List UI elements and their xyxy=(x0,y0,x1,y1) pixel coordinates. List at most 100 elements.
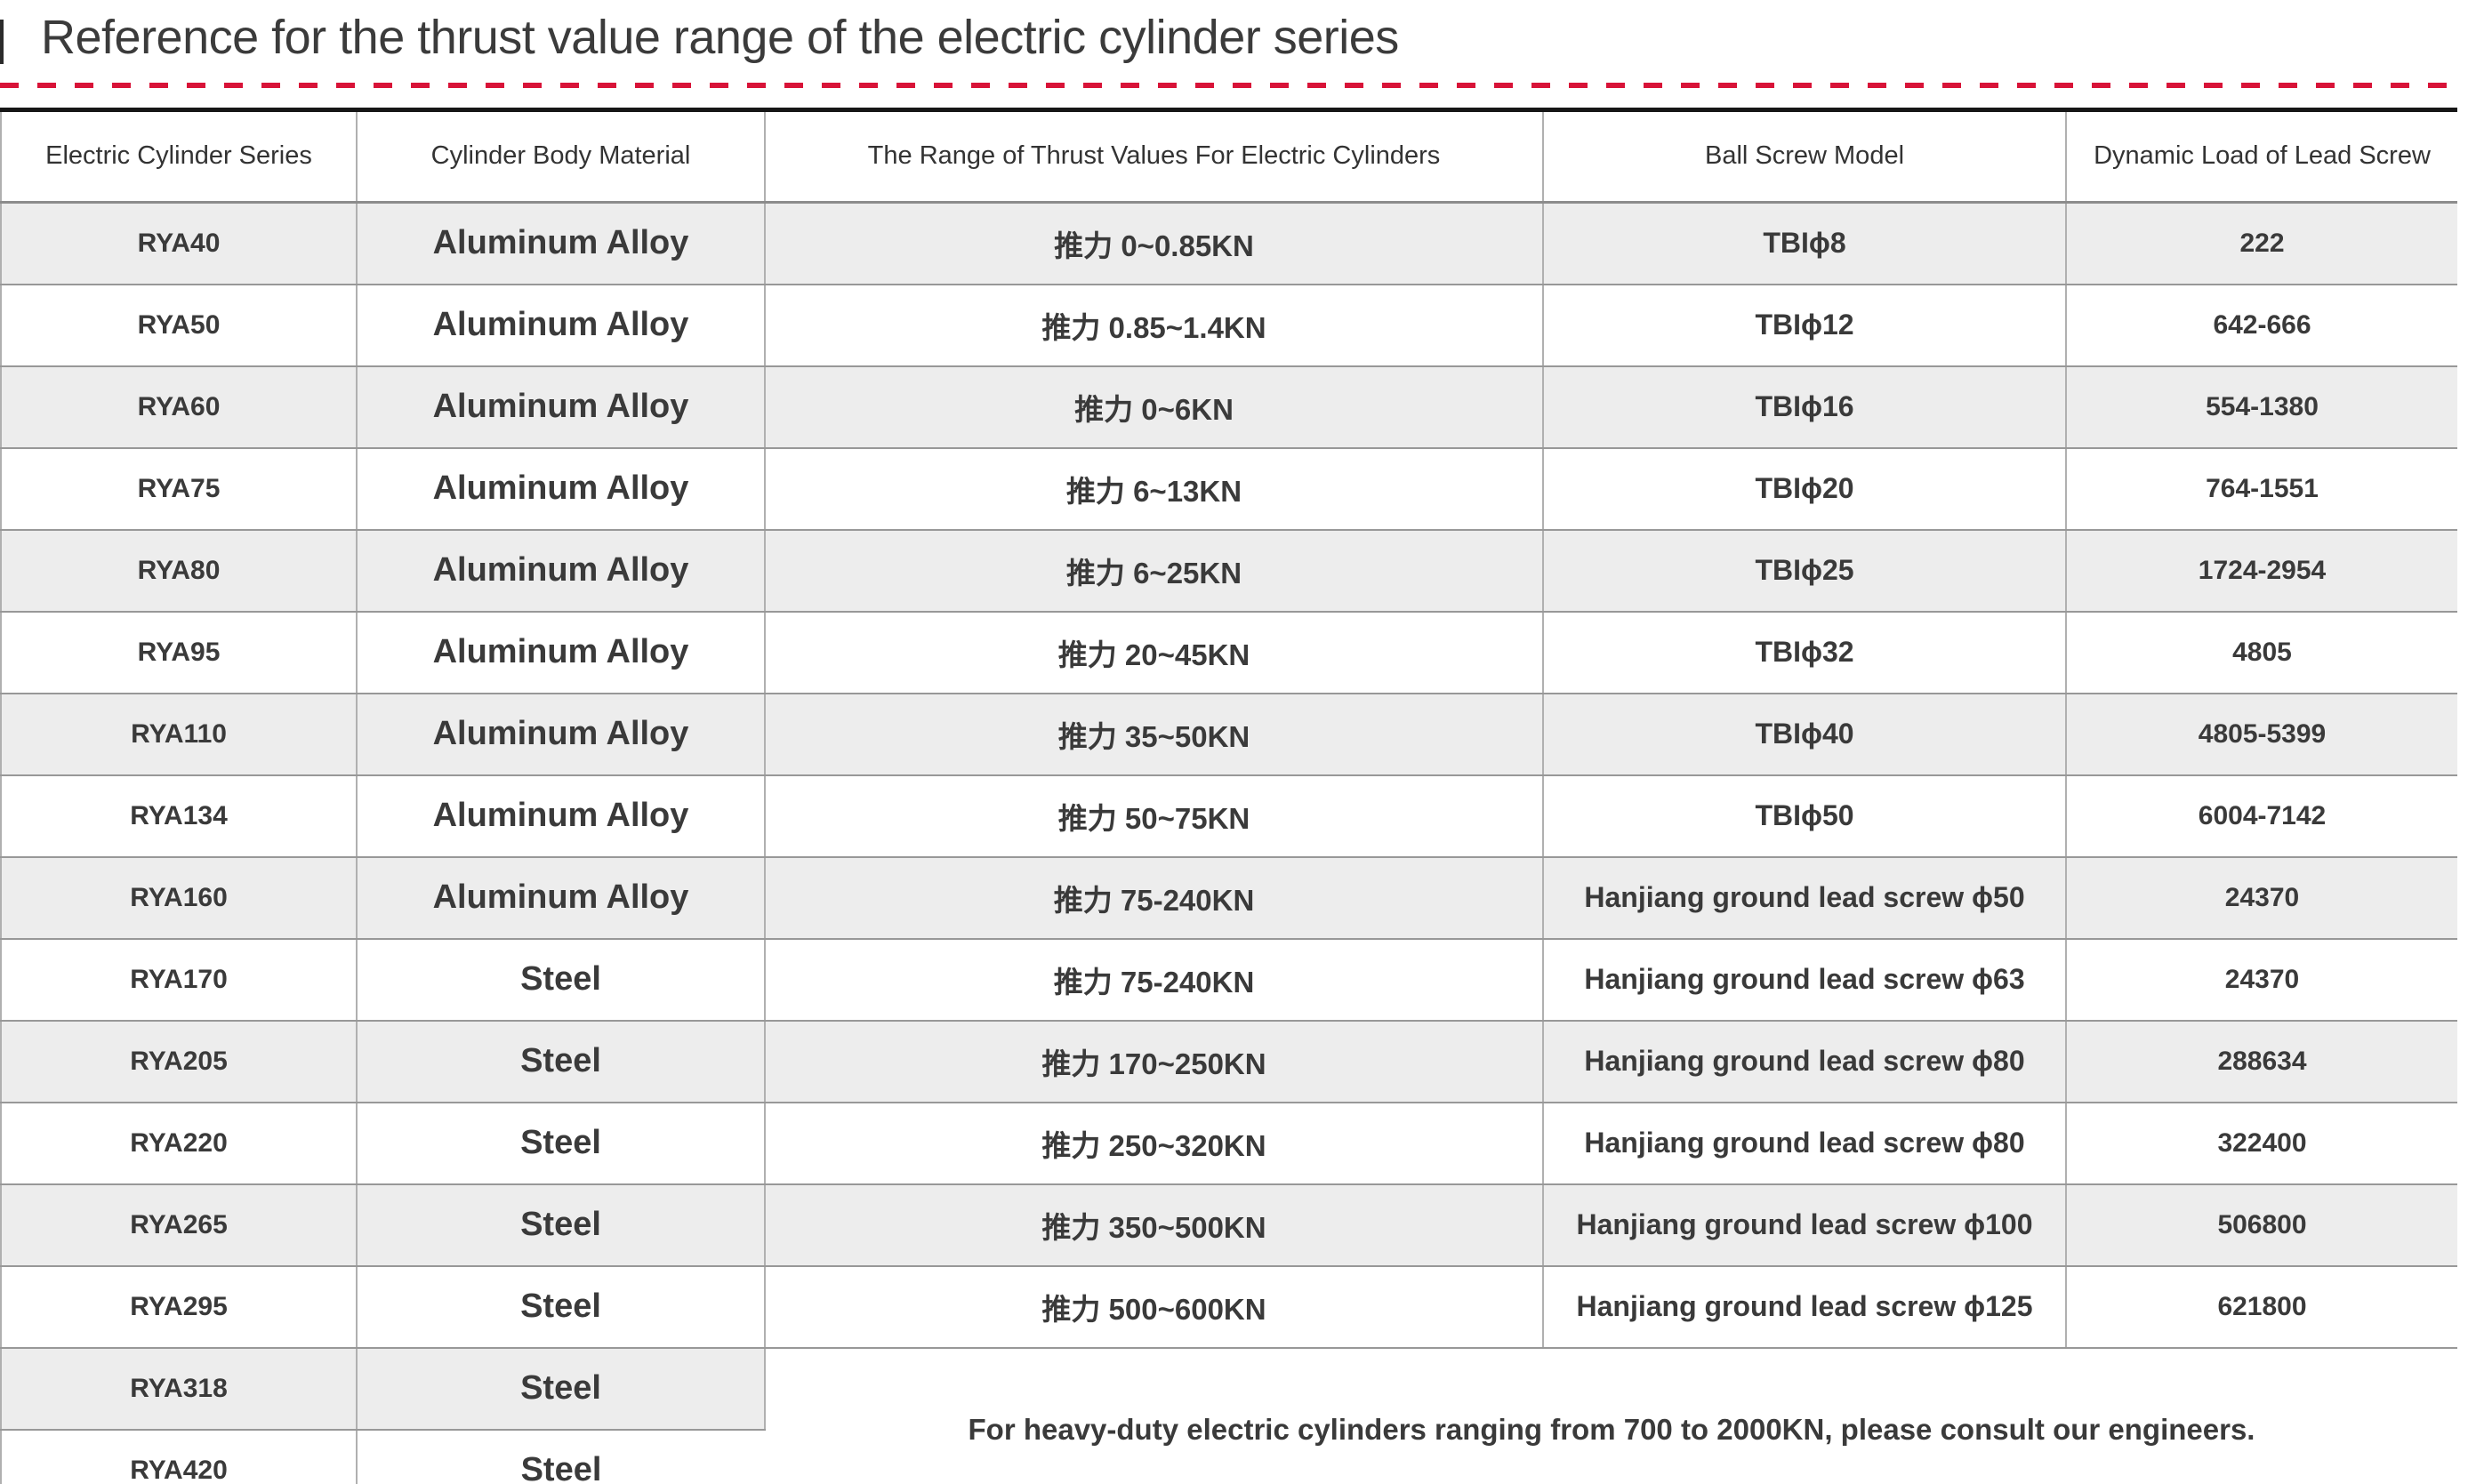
cell-dynamic-load: 24370 xyxy=(2066,938,2457,1022)
cell-dynamic-load: 24370 xyxy=(2066,856,2457,940)
table-body: RYA40 Aluminum Alloy 推力 0~0.85KN TBIϕ8 222 RY… xyxy=(1,202,2457,1484)
col-header-material: Cylinder Body Material xyxy=(357,109,766,204)
page-title: Reference for the thrust value range of … xyxy=(41,11,1399,64)
cell-ball-screw-model: TBIϕ12 xyxy=(1543,284,2067,367)
cell-dynamic-load: 506800 xyxy=(2066,1183,2457,1267)
cell-material: Aluminum Alloy xyxy=(357,529,766,613)
cell-thrust-range: 推力 350~500KN xyxy=(765,1183,1544,1267)
cell-dynamic-load: 288634 xyxy=(2066,1020,2457,1103)
cell-thrust-range: 推力 500~600KN xyxy=(765,1265,1544,1349)
cell-series: RYA220 xyxy=(1,1102,358,1185)
cell-dynamic-load: 642-666 xyxy=(2066,284,2457,367)
cell-ball-screw-model: Hanjiang ground lead screw ϕ125 xyxy=(1543,1265,2067,1349)
cell-thrust-range: 推力 6~13KN xyxy=(765,447,1544,531)
cell-ball-screw-model: TBIϕ40 xyxy=(1543,693,2067,776)
cell-material: Steel xyxy=(357,1347,766,1431)
cell-series: RYA110 xyxy=(1,693,358,776)
cell-material: Aluminum Alloy xyxy=(357,693,766,776)
table-row: RYA295 Steel 推力 500~600KN Hanjiang ground l… xyxy=(1,1265,2457,1349)
table-row: RYA160 Aluminum Alloy 推力 75-240KN Hanjiang … xyxy=(1,856,2457,940)
cell-thrust-range: 推力 0~0.85KN xyxy=(765,202,1544,285)
cell-ball-screw-model: Hanjiang ground lead screw ϕ80 xyxy=(1543,1102,2067,1185)
table-row: RYA170 Steel 推力 75-240KN Hanjiang ground le… xyxy=(1,938,2457,1022)
table-row: RYA265 Steel 推力 350~500KN Hanjiang ground l… xyxy=(1,1183,2457,1267)
cell-material: Aluminum Alloy xyxy=(357,202,766,285)
table-header: Electric Cylinder Series Cylinder Body M… xyxy=(1,109,2457,204)
cell-series: RYA40 xyxy=(1,202,358,285)
cell-series: RYA134 xyxy=(1,774,358,858)
cell-material: Steel xyxy=(357,1020,766,1103)
cell-series: RYA95 xyxy=(1,611,358,694)
table-row: RYA60 Aluminum Alloy 推力 0~6KN TBIϕ16 554-138… xyxy=(1,365,2457,449)
table-row: RYA80 Aluminum Alloy 推力 6~25KN TBIϕ25 1724-2… xyxy=(1,529,2457,613)
cell-material: Aluminum Alloy xyxy=(357,611,766,694)
cell-thrust-range: 推力 20~45KN xyxy=(765,611,1544,694)
col-header-dynamic-load: Dynamic Load of Lead Screw xyxy=(2066,109,2457,204)
cell-material: Aluminum Alloy xyxy=(357,284,766,367)
cell-thrust-range: 推力 250~320KN xyxy=(765,1102,1544,1185)
col-header-thrust-range: The Range of Thrust Values For Electric … xyxy=(765,109,1544,204)
cell-material: Steel xyxy=(357,1102,766,1185)
cell-ball-screw-model: TBIϕ50 xyxy=(1543,774,2067,858)
table-row: RYA75 Aluminum Alloy 推力 6~13KN TBIϕ20 764-15… xyxy=(1,447,2457,531)
cell-ball-screw-model: Hanjiang ground lead screw ϕ80 xyxy=(1543,1020,2067,1103)
cell-dynamic-load: 4805 xyxy=(2066,611,2457,694)
cell-material: Aluminum Alloy xyxy=(357,856,766,940)
col-header-ball-screw: Ball Screw Model xyxy=(1543,109,2067,204)
cell-ball-screw-model: Hanjiang ground lead screw ϕ100 xyxy=(1543,1183,2067,1267)
cell-dynamic-load: 322400 xyxy=(2066,1102,2457,1185)
cell-dynamic-load: 764-1551 xyxy=(2066,447,2457,531)
cell-ball-screw-model: TBIϕ25 xyxy=(1543,529,2067,613)
table-row: RYA318 Steel For heavy-duty electric cylin… xyxy=(1,1347,2457,1484)
cell-thrust-range: 推力 50~75KN xyxy=(765,774,1544,858)
cell-series: RYA75 xyxy=(1,447,358,531)
table-row: RYA95 Aluminum Alloy 推力 20~45KN TBIϕ32 4805 xyxy=(1,611,2457,694)
table-row: RYA110 Aluminum Alloy 推力 35~50KN TBIϕ40 4805… xyxy=(1,693,2457,776)
cell-ball-screw-model: TBIϕ16 xyxy=(1543,365,2067,449)
cell-thrust-range: 推力 6~25KN xyxy=(765,529,1544,613)
cell-series: RYA60 xyxy=(1,365,358,449)
cell-thrust-range: 推力 170~250KN xyxy=(765,1020,1544,1103)
cell-series: RYA420 xyxy=(1,1429,358,1484)
cell-series: RYA318 xyxy=(1,1347,358,1431)
cell-ball-screw-model: Hanjiang ground lead screw ϕ63 xyxy=(1543,938,2067,1022)
cell-dynamic-load: 1724-2954 xyxy=(2066,529,2457,613)
cell-dynamic-load: 4805-5399 xyxy=(2066,693,2457,776)
cell-ball-screw-model: TBIϕ20 xyxy=(1543,447,2067,531)
col-header-series: Electric Cylinder Series xyxy=(1,109,358,204)
cell-series: RYA50 xyxy=(1,284,358,367)
thrust-reference-table: Electric Cylinder Series Cylinder Body M… xyxy=(0,107,2457,1484)
red-dashed-divider xyxy=(0,82,2464,88)
cell-thrust-range: 推力 75-240KN xyxy=(765,856,1544,940)
cell-thrust-range: 推力 0.85~1.4KN xyxy=(765,284,1544,367)
cell-dynamic-load: 621800 xyxy=(2066,1265,2457,1349)
cell-ball-screw-model: Hanjiang ground lead screw ϕ50 xyxy=(1543,856,2067,940)
table-row: RYA40 Aluminum Alloy 推力 0~0.85KN TBIϕ8 222 xyxy=(1,202,2457,285)
table-row: RYA134 Aluminum Alloy 推力 50~75KN TBIϕ50 6004… xyxy=(1,774,2457,858)
cell-material: Steel xyxy=(357,1429,765,1484)
cell-dynamic-load: 554-1380 xyxy=(2066,365,2457,449)
cell-material: Aluminum Alloy xyxy=(357,774,766,858)
heavy-duty-note: For heavy-duty electric cylinders rangin… xyxy=(765,1347,2457,1484)
cell-dynamic-load: 6004-7142 xyxy=(2066,774,2457,858)
cell-series: RYA295 xyxy=(1,1265,358,1349)
table-row: RYA205 Steel 推力 170~250KN Hanjiang ground l… xyxy=(1,1020,2457,1103)
cell-thrust-range: 推力 75-240KN xyxy=(765,938,1544,1022)
table-header-row: Electric Cylinder Series Cylinder Body M… xyxy=(1,109,2457,204)
cell-material: Steel xyxy=(357,938,766,1022)
cell-ball-screw-model: TBIϕ8 xyxy=(1543,202,2067,285)
cell-series: RYA170 xyxy=(1,938,358,1022)
cell-thrust-range: 推力 35~50KN xyxy=(765,693,1544,776)
title-block: Reference for the thrust value range of … xyxy=(0,0,2476,67)
table-row: RYA420 Steel xyxy=(1,1429,2457,1484)
cell-series: RYA80 xyxy=(1,529,358,613)
cell-thrust-range: 推力 0~6KN xyxy=(765,365,1544,449)
cell-dynamic-load: 222 xyxy=(2066,202,2457,285)
table-row: RYA50 Aluminum Alloy 推力 0.85~1.4KN TBIϕ12 64… xyxy=(1,284,2457,367)
cell-series: RYA265 xyxy=(1,1183,358,1267)
cell-material: Aluminum Alloy xyxy=(357,447,766,531)
cell-material: Aluminum Alloy xyxy=(357,365,766,449)
table-row: RYA220 Steel 推力 250~320KN Hanjiang ground l… xyxy=(1,1102,2457,1185)
cell-material: Steel xyxy=(357,1183,766,1267)
